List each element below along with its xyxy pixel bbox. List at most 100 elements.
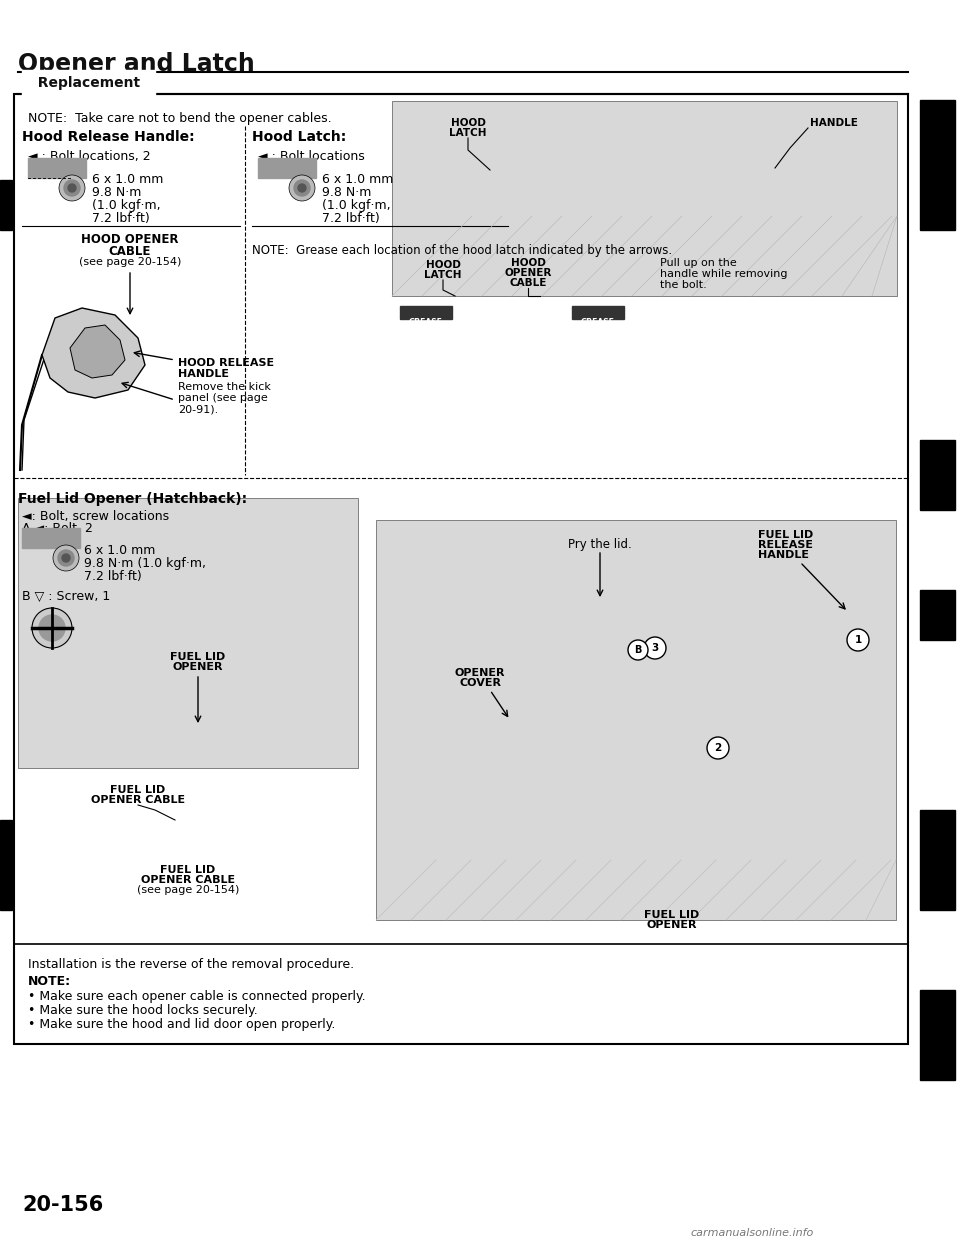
Text: 7.2 lbf·ft): 7.2 lbf·ft) [84,570,142,582]
Bar [920,810,955,910]
Circle shape [39,615,65,641]
Text: • Make sure each opener cable is connected properly.: • Make sure each opener cable is connect… [28,990,366,1004]
Text: 6 x 1.0 mm: 6 x 1.0 mm [84,544,156,556]
Text: 1: 1 [854,635,862,645]
Text: 7.2 lbf·ft): 7.2 lbf·ft) [92,212,150,225]
Text: 6 x 1.0 mm: 6 x 1.0 mm [92,173,163,186]
Text: OPENER: OPENER [504,268,552,278]
Circle shape [58,550,74,566]
Text: OPENER: OPENER [173,662,224,672]
Text: LATCH: LATCH [449,128,487,138]
Text: 6 x 1.0 mm: 6 x 1.0 mm [322,173,394,186]
Circle shape [64,180,80,196]
Bar [22,528,80,548]
Text: handle while removing: handle while removing [660,270,787,279]
Text: Pry the lid.: Pry the lid. [568,538,632,551]
Circle shape [707,737,729,759]
Circle shape [62,554,70,561]
Circle shape [289,175,315,201]
Circle shape [847,628,869,651]
Text: NOTE:: NOTE: [28,975,71,987]
Text: (1.0 kgf·m,: (1.0 kgf·m, [92,199,160,212]
Polygon shape [42,308,145,397]
Text: Pull up on the: Pull up on the [660,258,736,268]
Text: HANDLE: HANDLE [810,118,858,128]
Text: 20-156: 20-156 [22,1195,104,1215]
Text: CABLE: CABLE [510,278,546,288]
Text: HOOD RELEASE: HOOD RELEASE [178,358,275,368]
Text: HOOD: HOOD [511,258,545,268]
Circle shape [53,545,79,571]
Text: • Make sure the hood and lid door open properly.: • Make sure the hood and lid door open p… [28,1018,335,1031]
Bar [572,306,624,319]
Text: (see page 20-154): (see page 20-154) [79,257,181,267]
Bar [920,440,955,510]
Polygon shape [70,325,125,378]
Text: ◄: Bolt, screw locations: ◄: Bolt, screw locations [22,510,169,523]
Text: NOTE:  Take care not to bend the opener cables.: NOTE: Take care not to bend the opener c… [28,112,331,125]
Bar [920,101,955,230]
Circle shape [644,637,666,660]
Text: (1.0 kgf·m,: (1.0 kgf·m, [322,199,391,212]
Bar [376,520,896,920]
Bar [28,158,86,178]
Text: 3: 3 [652,643,659,653]
Text: Fuel Lid Opener (Hatchback):: Fuel Lid Opener (Hatchback): [18,492,247,505]
Text: NOTE:  Grease each location of the hood latch indicated by the arrows.: NOTE: Grease each location of the hood l… [252,243,672,257]
Circle shape [68,184,76,193]
Text: FUEL LID: FUEL LID [110,785,166,795]
Circle shape [628,640,648,660]
Text: Replacement: Replacement [28,76,150,89]
Text: B ▽ : Screw, 1: B ▽ : Screw, 1 [22,590,110,604]
Text: OPENER: OPENER [647,920,697,930]
Text: LATCH: LATCH [424,270,462,279]
Text: carmanualsonline.info: carmanualsonline.info [690,1228,813,1238]
Text: panel (see page: panel (see page [178,392,268,402]
Text: ◄ : Bolt locations: ◄ : Bolt locations [258,150,365,163]
Bar [14,94,908,1045]
Text: 9.8 N·m (1.0 kgf·m,: 9.8 N·m (1.0 kgf·m, [84,556,206,570]
Circle shape [59,175,85,201]
Bar [920,990,955,1081]
Text: the bolt.: the bolt. [660,279,707,289]
Text: COVER: COVER [459,678,501,688]
Bar [400,306,452,319]
Text: Remove the kick: Remove the kick [178,383,271,392]
Text: 9.8 N·m: 9.8 N·m [322,186,372,199]
Bar [920,590,955,640]
Text: B: B [635,645,641,655]
Text: GREASE: GREASE [581,318,615,327]
Text: 20-91).: 20-91). [178,404,218,414]
Text: (see page 20-154): (see page 20-154) [137,886,239,895]
Text: Hood Release Handle:: Hood Release Handle: [22,130,195,144]
Text: FUEL LID: FUEL LID [644,910,700,920]
Circle shape [32,609,72,648]
Text: OPENER CABLE: OPENER CABLE [91,795,185,805]
Text: Hood Latch:: Hood Latch: [252,130,347,144]
Text: OPENER: OPENER [455,668,505,678]
Text: RELEASE: RELEASE [758,540,813,550]
Bar [0,820,12,910]
Text: • Make sure the hood locks securely.: • Make sure the hood locks securely. [28,1004,257,1017]
Bar [392,101,897,296]
Text: FUEL LID: FUEL LID [160,864,216,876]
Text: 7.2 lbf·ft): 7.2 lbf·ft) [322,212,380,225]
Text: Opener and Latch: Opener and Latch [18,52,254,76]
Text: HOOD OPENER: HOOD OPENER [82,233,179,246]
Text: CABLE: CABLE [108,245,151,258]
Text: HANDLE: HANDLE [758,550,809,560]
Text: 9.8 N·m: 9.8 N·m [92,186,141,199]
Bar [258,158,316,178]
Text: OPENER CABLE: OPENER CABLE [141,876,235,886]
Bar [0,180,12,230]
Circle shape [298,184,306,193]
Text: FUEL LID: FUEL LID [170,652,226,662]
Text: ◄ : Bolt locations, 2: ◄ : Bolt locations, 2 [28,150,151,163]
Text: Installation is the reverse of the removal procedure.: Installation is the reverse of the remov… [28,958,354,971]
Text: 2: 2 [714,743,722,753]
Text: HANDLE: HANDLE [178,369,229,379]
Text: HOOD: HOOD [425,260,461,270]
Bar [18,498,358,768]
Text: FUEL LID: FUEL LID [758,530,813,540]
Text: GREASE: GREASE [409,318,443,327]
